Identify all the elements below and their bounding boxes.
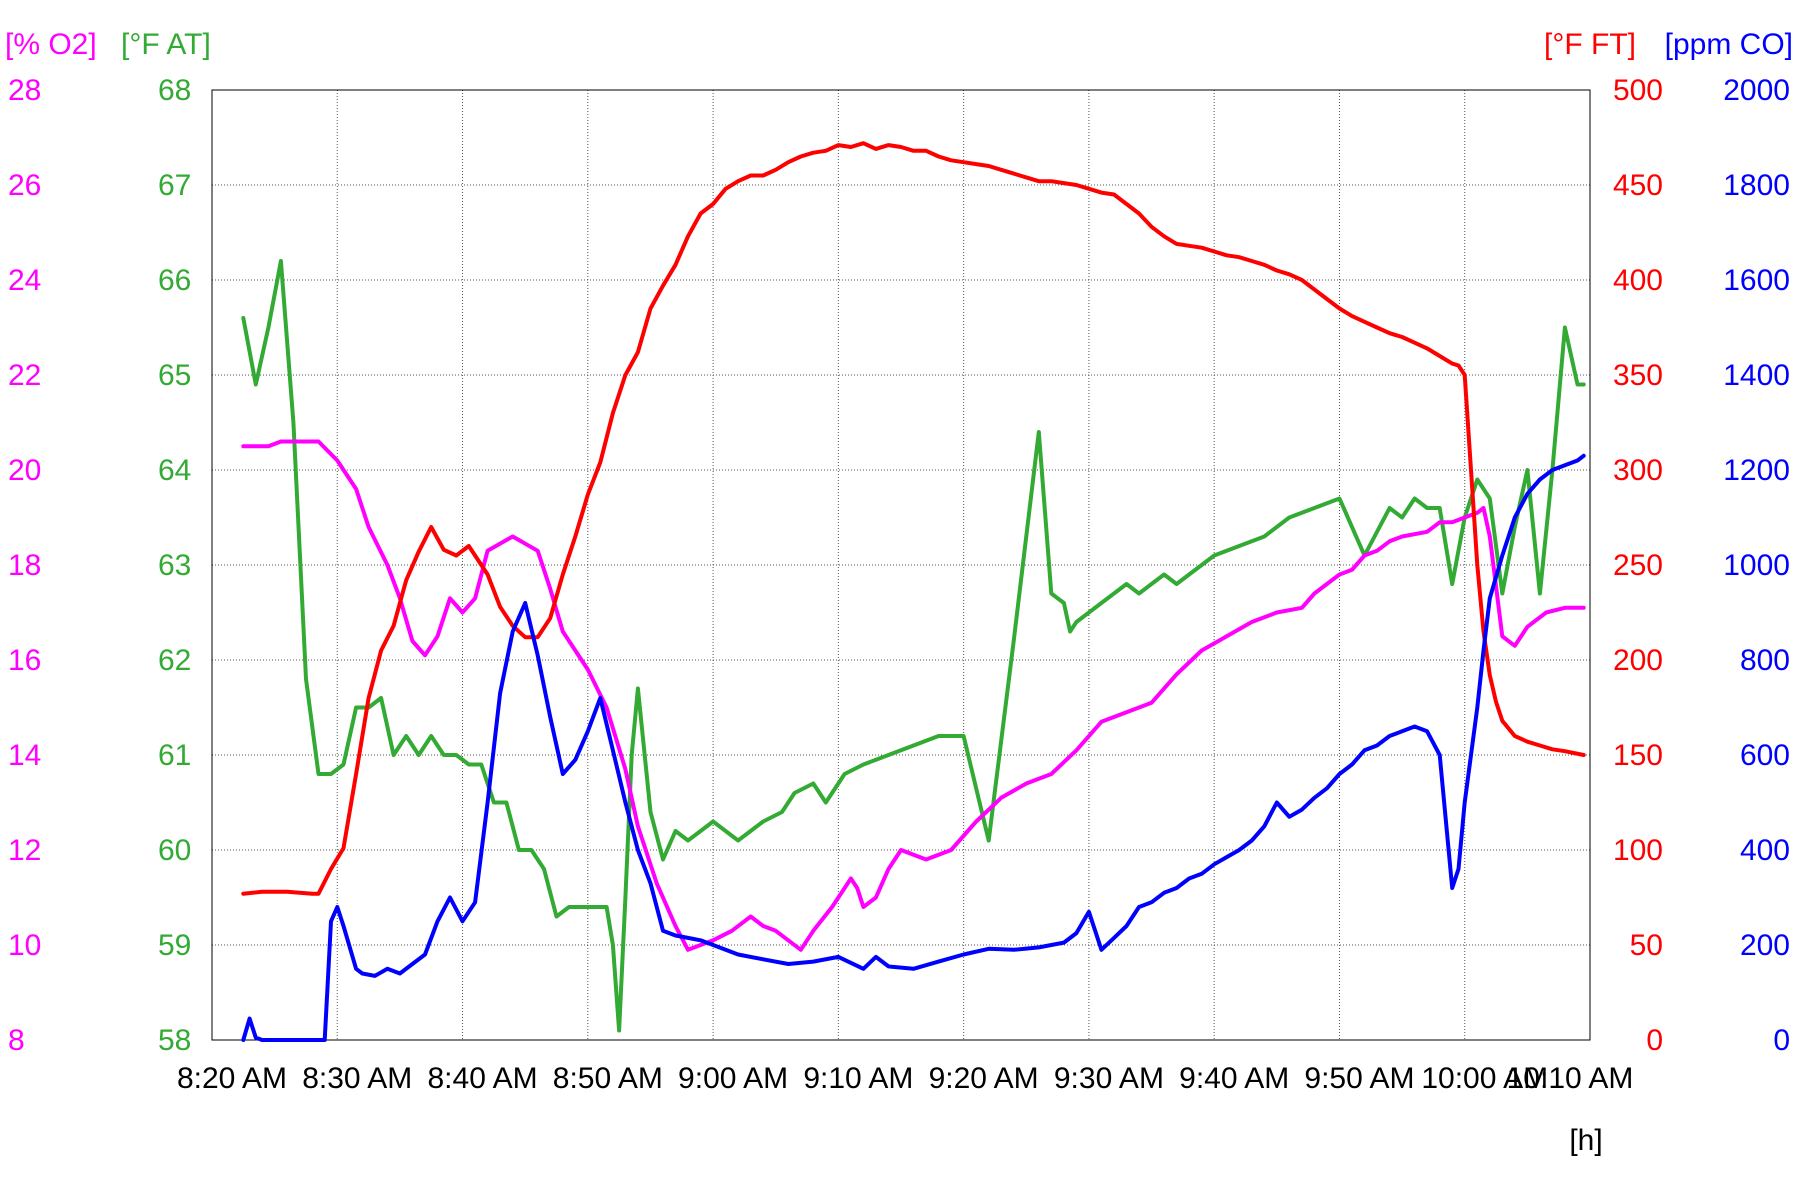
y-tick-label-ft: 500 (1613, 74, 1663, 107)
y-tick-label-at: 60 (158, 834, 191, 867)
x-tick-label: 9:00 AM (678, 1062, 788, 1095)
y-tick-label-co: 600 (1740, 739, 1790, 772)
y-tick-label-co: 0 (1773, 1024, 1790, 1057)
x-tick-label: 9:30 AM (1054, 1062, 1164, 1095)
x-tick-label: 10:00 AM (1421, 1062, 1548, 1095)
y-tick-label-at: 68 (158, 74, 191, 107)
y-tick-label-at: 62 (158, 644, 191, 677)
y-tick-label-co: 800 (1740, 644, 1790, 677)
y-tick-label-o2: 8 (8, 1024, 25, 1057)
x-tick-label: 9:50 AM (1304, 1062, 1414, 1095)
x-tick-label: 10:10 AM (1507, 1062, 1634, 1095)
y-tick-label-at: 58 (158, 1024, 191, 1057)
y-tick-label-o2: 20 (8, 454, 41, 487)
y-tick-label-o2: 24 (8, 264, 41, 297)
y-tick-label-ft: 100 (1613, 834, 1663, 867)
y-tick-label-ft: 0 (1646, 1024, 1663, 1057)
y-tick-label-at: 67 (158, 169, 191, 202)
y-tick-label-ft: 200 (1613, 644, 1663, 677)
y-tick-label-at: 63 (158, 549, 191, 582)
y-tick-label-o2: 14 (8, 739, 41, 772)
y-tick-label-at: 61 (158, 739, 191, 772)
y-tick-label-at: 59 (158, 929, 191, 962)
y-tick-label-co: 1200 (1723, 454, 1790, 487)
x-tick-label: 8:30 AM (302, 1062, 412, 1095)
series-line-o2 (241, 439, 1586, 952)
y-tick-label-o2: 18 (8, 549, 41, 582)
x-tick-label: 8:50 AM (553, 1062, 663, 1095)
series-layer (241, 141, 1586, 1042)
y-tick-label-ft: 400 (1613, 264, 1663, 297)
series-line-co (241, 453, 1586, 1042)
y-tick-label-o2: 22 (8, 359, 41, 392)
y-tick-label-co: 1000 (1723, 549, 1790, 582)
y-tick-label-o2: 10 (8, 929, 41, 962)
y-tick-label-co: 400 (1740, 834, 1790, 867)
axis-layer: 8 10 12 14 16 18 20 22 24 26 28 58 59 60 61 62 63 64 65 66 6… (5, 28, 1793, 1157)
axis-unit-label-at: [°F AT] (121, 28, 211, 61)
y-tick-label-o2: 28 (8, 74, 41, 107)
y-tick-label-ft: 250 (1613, 549, 1663, 582)
x-tick-label: 9:40 AM (1179, 1062, 1289, 1095)
y-tick-label-ft: 150 (1613, 739, 1663, 772)
x-tick-label: 9:10 AM (803, 1062, 913, 1095)
y-tick-label-at: 64 (158, 454, 191, 487)
y-tick-label-co: 200 (1740, 929, 1790, 962)
y-tick-label-ft: 450 (1613, 169, 1663, 202)
grid-layer (211, 89, 1591, 1041)
series-line-at (241, 259, 1586, 1033)
axis-unit-label-co: [ppm CO] (1665, 28, 1793, 61)
x-tick-label: 8:20 AM (177, 1062, 287, 1095)
plot-frame (211, 89, 1591, 1041)
x-axis-unit-label: [h] (1569, 1124, 1602, 1157)
y-tick-label-o2: 26 (8, 169, 41, 202)
y-tick-label-co: 1600 (1723, 264, 1790, 297)
x-tick-label: 8:40 AM (428, 1062, 538, 1095)
axis-unit-label-o2: [% O2] (5, 28, 97, 61)
y-tick-label-co: 2000 (1723, 74, 1790, 107)
series-line-ft (241, 141, 1586, 896)
x-tick-label: 9:20 AM (929, 1062, 1039, 1095)
y-tick-label-co: 1400 (1723, 359, 1790, 392)
y-tick-label-co: 1800 (1723, 169, 1790, 202)
y-tick-label-ft: 350 (1613, 359, 1663, 392)
axis-unit-label-ft: [°F FT] (1544, 28, 1636, 61)
y-tick-label-ft: 300 (1613, 454, 1663, 487)
y-tick-label-at: 66 (158, 264, 191, 297)
y-tick-label-o2: 16 (8, 644, 41, 677)
y-tick-label-at: 65 (158, 359, 191, 392)
y-tick-label-o2: 12 (8, 834, 41, 867)
y-tick-label-ft: 50 (1630, 929, 1663, 962)
